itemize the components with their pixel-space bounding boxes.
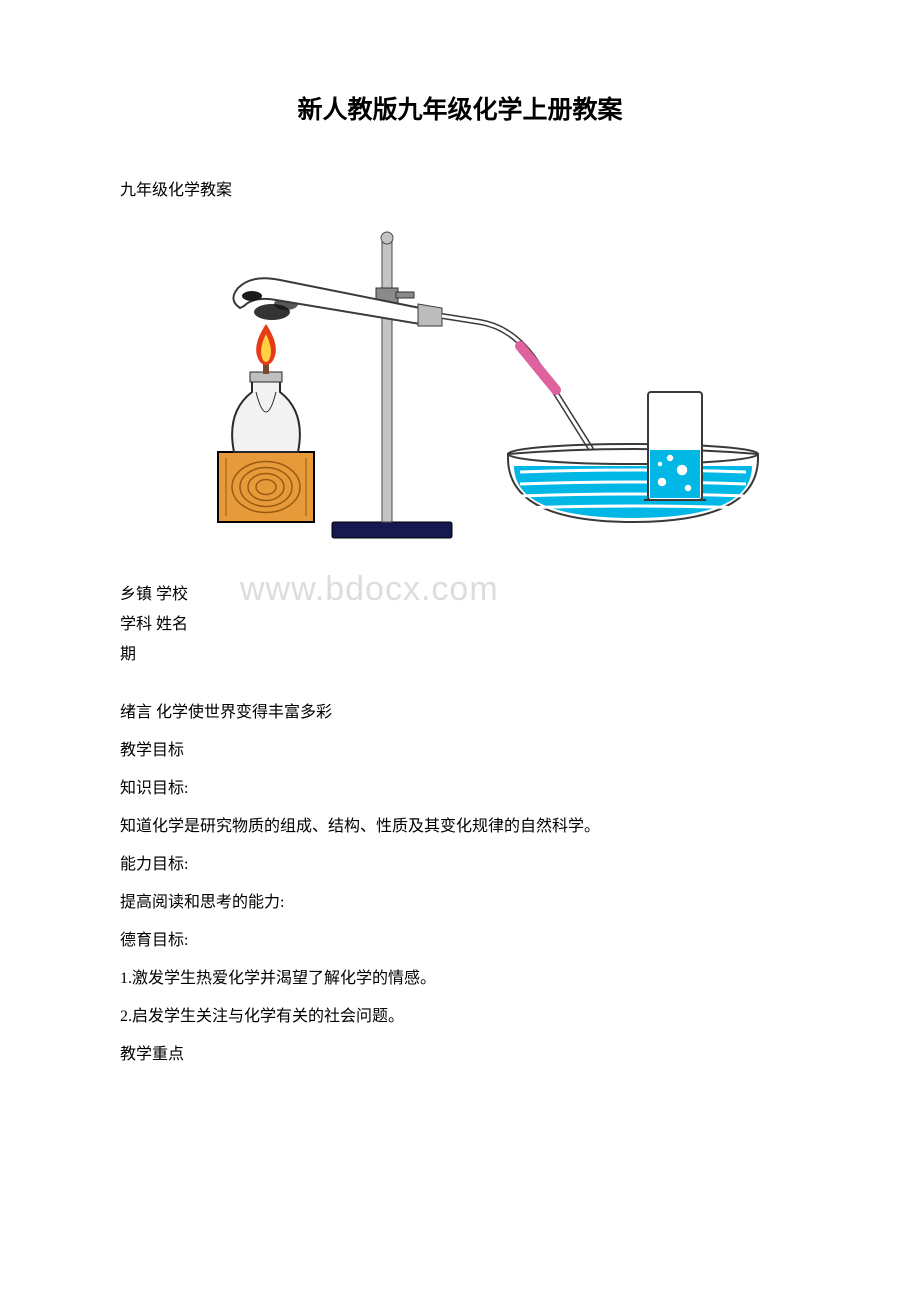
body-text: 绪言 化学使世界变得丰富多彩 [120, 704, 332, 721]
body-text: 教学重点 [120, 1046, 184, 1063]
info-line: 乡镇 学校 [120, 580, 800, 604]
body-text: 能力目标: [120, 856, 188, 873]
info-line: 学科 姓名 [120, 610, 800, 634]
info-line: 期 [120, 640, 800, 664]
page-title: 新人教版九年级化学上册教案 [120, 90, 800, 126]
body-text: 知道化学是研究物质的组成、结构、性质及其变化规律的自然科学。 [120, 818, 600, 835]
body-line: 1.激发学生热爱化学并渴望了解化学的情感。 [120, 964, 800, 988]
body-text: 2.启发学生关注与化学有关的社会问题。 [120, 1008, 404, 1025]
body-text: 知识目标: [120, 780, 188, 797]
body-line: 绪言 化学使世界变得丰富多彩 [120, 698, 800, 722]
body-text: 德育目标: [120, 932, 188, 949]
body-line: 2.启发学生关注与化学有关的社会问题。 [120, 1002, 800, 1026]
subtitle-text: 九年级化学教案 [120, 182, 232, 199]
apparatus-diagram [120, 230, 760, 560]
body-block: 绪言 化学使世界变得丰富多彩 教学目标 知识目标: 知道化学是研究物质的组成、结… [120, 698, 800, 1064]
body-line: 知道化学是研究物质的组成、结构、性质及其变化规律的自然科学。 [120, 812, 800, 836]
title-text: 新人教版九年级化学上册教案 [297, 97, 622, 124]
body-text: 1.激发学生热爱化学并渴望了解化学的情感。 [120, 970, 436, 987]
body-line: 能力目标: [120, 850, 800, 874]
info-text: 乡镇 学校 [120, 586, 188, 603]
body-line: 提高阅读和思考的能力: [120, 888, 800, 912]
body-text: 提高阅读和思考的能力: [120, 894, 284, 911]
info-block: 乡镇 学校 学科 姓名 期 [120, 580, 800, 664]
body-line: 教学目标 [120, 736, 800, 760]
body-line: 教学重点 [120, 1040, 800, 1064]
info-text: 期 [120, 646, 136, 663]
body-text: 教学目标 [120, 742, 184, 759]
body-line: 知识目标: [120, 774, 800, 798]
body-line: 德育目标: [120, 926, 800, 950]
subtitle: 九年级化学教案 [120, 176, 800, 200]
info-text: 学科 姓名 [120, 616, 188, 633]
